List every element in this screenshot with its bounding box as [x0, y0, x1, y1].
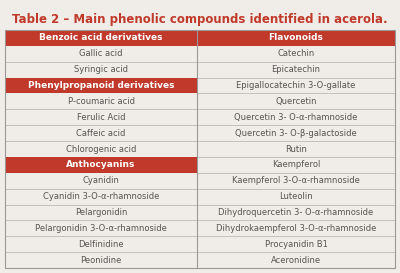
Text: Syringic acid: Syringic acid [74, 65, 128, 74]
Text: Quercetin: Quercetin [275, 97, 317, 106]
Text: Epicatechin: Epicatechin [272, 65, 320, 74]
Text: Caffeic acid: Caffeic acid [76, 129, 126, 138]
Text: Ferulic Acid: Ferulic Acid [77, 113, 125, 122]
Text: Pelargonidin 3-O-α-rhamnoside: Pelargonidin 3-O-α-rhamnoside [35, 224, 167, 233]
Text: Chlorogenic acid: Chlorogenic acid [66, 144, 136, 153]
Text: Dihydrokaempferol 3-O-α-rhamnoside: Dihydrokaempferol 3-O-α-rhamnoside [216, 224, 376, 233]
Text: Gallic acid: Gallic acid [79, 49, 123, 58]
Text: Catechin: Catechin [277, 49, 315, 58]
Bar [5, 157, 197, 173]
Text: Cyanidin: Cyanidin [82, 176, 120, 185]
Text: Rutin: Rutin [285, 144, 307, 153]
Bar [5, 30, 197, 46]
Text: Dihydroquercetin 3- O-α-rhamnoside: Dihydroquercetin 3- O-α-rhamnoside [218, 208, 374, 217]
Text: Kaempferol: Kaempferol [272, 160, 320, 169]
Text: Epigallocatechin 3-O-gallate: Epigallocatechin 3-O-gallate [236, 81, 356, 90]
Text: Pelargonidin: Pelargonidin [75, 208, 127, 217]
Text: Peonidine: Peonidine [80, 256, 122, 265]
Text: Cyanidin 3-O-α-rhamnoside: Cyanidin 3-O-α-rhamnoside [43, 192, 159, 201]
Text: P-coumaric acid: P-coumaric acid [68, 97, 134, 106]
Bar [5, 30, 395, 268]
Text: Kaempferol 3-O-α-rhamnoside: Kaempferol 3-O-α-rhamnoside [232, 176, 360, 185]
Text: Aceronidine: Aceronidine [271, 256, 321, 265]
Text: Phenylpropanoid derivatives: Phenylpropanoid derivatives [28, 81, 174, 90]
Bar [5, 78, 197, 93]
Text: Table 2 – Main phenolic compounds identified in acerola.: Table 2 – Main phenolic compounds identi… [12, 13, 388, 25]
Text: Delfinidine: Delfinidine [78, 240, 124, 249]
Text: Luteolin: Luteolin [279, 192, 313, 201]
Text: Quercetin 3- O-β-galactoside: Quercetin 3- O-β-galactoside [235, 129, 357, 138]
Text: Benzoic acid derivatives: Benzoic acid derivatives [39, 33, 163, 42]
Text: Anthocyanins: Anthocyanins [66, 160, 136, 169]
Text: Procyanidin B1: Procyanidin B1 [264, 240, 328, 249]
Bar [197, 30, 395, 46]
Text: Quercetin 3- O-α-rhamnoside: Quercetin 3- O-α-rhamnoside [234, 113, 358, 122]
Text: Flavonoids: Flavonoids [268, 33, 324, 42]
